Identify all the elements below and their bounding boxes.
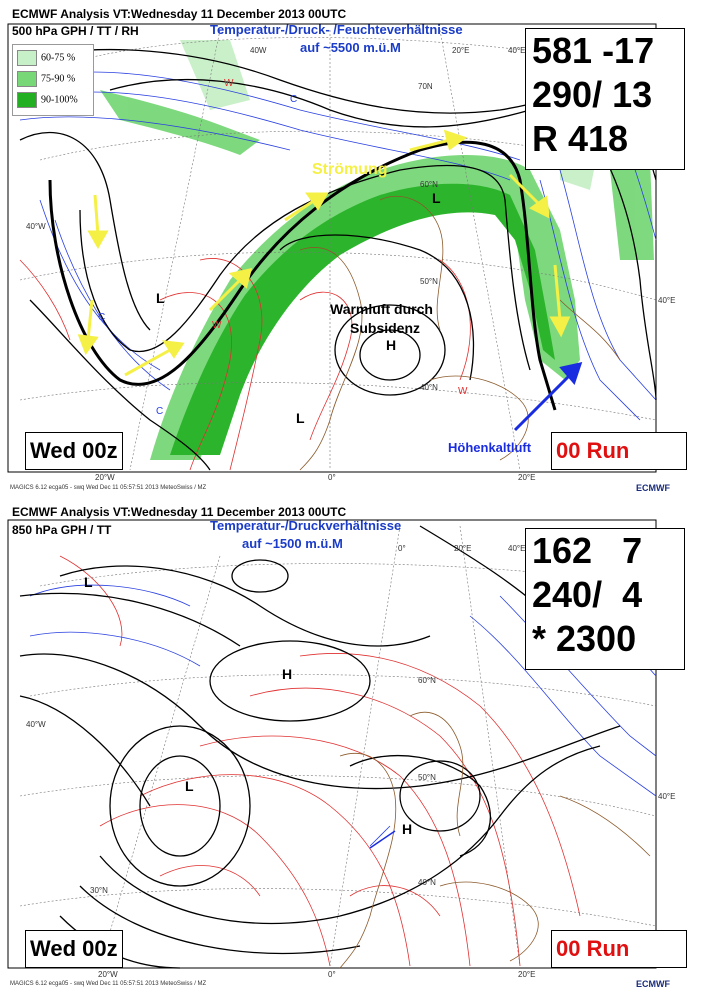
lon-label: 40°E [508,544,526,553]
value-line: R 418 [532,118,629,159]
warm-label: W [212,320,222,331]
bottom-ecmwf-logo: ECMWF [636,979,670,989]
lat-label: 50°N [420,277,438,286]
annotation-hoehenkaltluft: Höhenkaltluft [448,440,532,455]
lat-label: 40°W [26,222,46,231]
lat-label: 70N [418,82,433,91]
bottom-subtitle-line1: Temperatur-/Druckverhältnisse [210,518,402,533]
top-footer: MAGICS 6.12 ecga05 - swq Wed Dec 11 05:5… [10,485,207,491]
legend-swatch [17,50,37,66]
lon-label: 20°E [518,970,536,979]
lat-label: 60°N [418,676,436,685]
bottom-subtitle-line2: auf ~1500 m.ü.M [242,536,343,551]
lat-label: 60°N [420,180,438,189]
value-line: 162 7 [532,530,643,571]
lat-label: 40°N [418,878,436,887]
lon-label: 20°E [454,544,472,553]
legend-swatch [17,92,37,108]
pressure-low-label: L [185,778,194,794]
cold-label: C [290,94,298,105]
top-ecmwf-logo: ECMWF [636,483,670,493]
lat-label: 50°N [418,773,436,782]
lon-label: 40W [250,46,267,55]
lon-label: 0° [328,473,336,482]
lon-label: 20°W [95,473,115,482]
legend-item: 90-100% [17,92,78,108]
top-subtitle-line2: auf ~5500 m.ü.M [300,40,401,55]
bottom-day-box: Wed 00z [25,930,123,968]
warm-label: W [224,78,234,89]
top-header-line2: 500 hPa GPH / TT / RH [12,24,139,38]
pressure-low-label: L [156,290,165,306]
bottom-header-line1: ECMWF Analysis VT:Wednesday 11 December … [12,505,347,519]
legend-item: 75-90 % [17,71,75,87]
bottom-run-box: 00 Run [551,930,687,968]
pressure-high-label: H [282,666,293,682]
top-values-box: 581 -17 290/ 13 R 418 [525,28,685,170]
bottom-values-box: 162 7 240/ 4 * 2300 [525,528,685,670]
graticule [19,525,657,967]
temperature-contours-warm [19,258,471,471]
value-line: 290/ 13 [532,74,653,115]
value-line: 240/ 4 [532,574,643,615]
lon-label: 0° [328,970,336,979]
bottom-footer: MAGICS 6.12 ecga05 - swq Wed Dec 11 05:5… [10,981,207,987]
top-run-box: 00 Run [551,432,687,470]
pressure-low-label: L [296,410,305,426]
top-map-panel: ECMWF Analysis VT:Wednesday 11 December … [7,7,687,493]
lat-label: 30°N [90,886,108,895]
humidity-legend: 60-75 % 75-90 % 90-100% [12,44,94,116]
lat-label: 40°W [26,720,46,729]
annotation-warmluft-line1: Warmluft durch [330,301,433,317]
pressure-low-label: L [84,574,93,590]
blue-marker [369,830,396,849]
top-day-box: Wed 00z [25,432,123,470]
pressure-high-label: H [402,821,413,837]
cold-label: C [156,406,164,417]
lon-label: 20°W [98,970,118,979]
annotation-stroemung: Strömung [312,161,388,178]
lon-label: 0° [398,544,406,553]
legend-item: 60-75 % [17,50,75,66]
lon-label: 40°E [508,46,526,55]
geopotential-contours [19,525,621,969]
legend-swatch [17,71,37,87]
lon-label: 20°E [452,46,470,55]
coastlines [339,711,651,969]
cold-air-arrow [513,361,583,432]
top-header-line1: ECMWF Analysis VT:Wednesday 11 December … [12,7,347,21]
annotation-warmluft-line2: Subsidenz [350,320,421,336]
lat-label: 40°N [420,383,438,392]
pressure-low-label: L [432,190,441,206]
value-line: 581 -17 [532,30,655,71]
bottom-map-panel: ECMWF Analysis VT:Wednesday 11 December … [0,496,708,992]
value-line: * 2300 [532,618,637,659]
warm-label: W [458,386,468,397]
top-subtitle-line1: Temperatur-/Druck- /Feuchteverhältnisse [210,22,463,37]
cold-label: C [98,312,106,323]
flow-arrows [77,129,571,377]
lat-label: 40°E [658,792,676,801]
bottom-header-line2: 850 hPa GPH / TT [12,523,112,537]
coastlines [299,195,621,471]
lon-label: 20°E [518,473,536,482]
pressure-high-label: H [386,337,397,353]
lat-label: 40°E [658,296,676,305]
